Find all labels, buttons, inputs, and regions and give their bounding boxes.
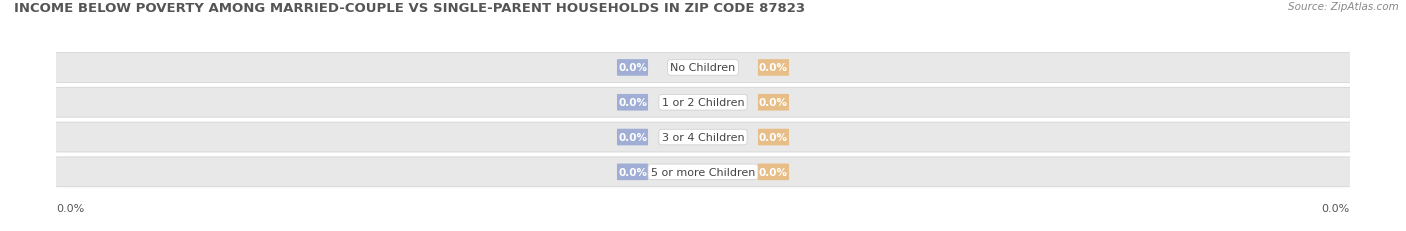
Text: 0.0%: 0.0% [619, 98, 647, 108]
FancyBboxPatch shape [49, 88, 1357, 118]
Text: 0.0%: 0.0% [1322, 203, 1350, 213]
FancyBboxPatch shape [49, 157, 1357, 187]
Text: 0.0%: 0.0% [619, 132, 647, 143]
FancyBboxPatch shape [617, 164, 648, 180]
Text: 0.0%: 0.0% [759, 167, 787, 177]
FancyBboxPatch shape [758, 129, 789, 146]
Text: 1 or 2 Children: 1 or 2 Children [662, 98, 744, 108]
FancyBboxPatch shape [617, 60, 648, 76]
FancyBboxPatch shape [49, 122, 1357, 152]
Text: 0.0%: 0.0% [759, 98, 787, 108]
Text: 0.0%: 0.0% [759, 63, 787, 73]
Text: No Children: No Children [671, 63, 735, 73]
FancyBboxPatch shape [758, 60, 789, 76]
FancyBboxPatch shape [617, 129, 648, 146]
FancyBboxPatch shape [49, 53, 1357, 83]
Text: 0.0%: 0.0% [619, 63, 647, 73]
Text: 0.0%: 0.0% [619, 167, 647, 177]
Text: Source: ZipAtlas.com: Source: ZipAtlas.com [1288, 2, 1399, 12]
Text: 0.0%: 0.0% [759, 132, 787, 143]
Text: 0.0%: 0.0% [56, 203, 84, 213]
Text: 3 or 4 Children: 3 or 4 Children [662, 132, 744, 143]
FancyBboxPatch shape [758, 164, 789, 180]
Text: 5 or more Children: 5 or more Children [651, 167, 755, 177]
FancyBboxPatch shape [617, 94, 648, 111]
Text: INCOME BELOW POVERTY AMONG MARRIED-COUPLE VS SINGLE-PARENT HOUSEHOLDS IN ZIP COD: INCOME BELOW POVERTY AMONG MARRIED-COUPL… [14, 2, 806, 15]
FancyBboxPatch shape [758, 94, 789, 111]
